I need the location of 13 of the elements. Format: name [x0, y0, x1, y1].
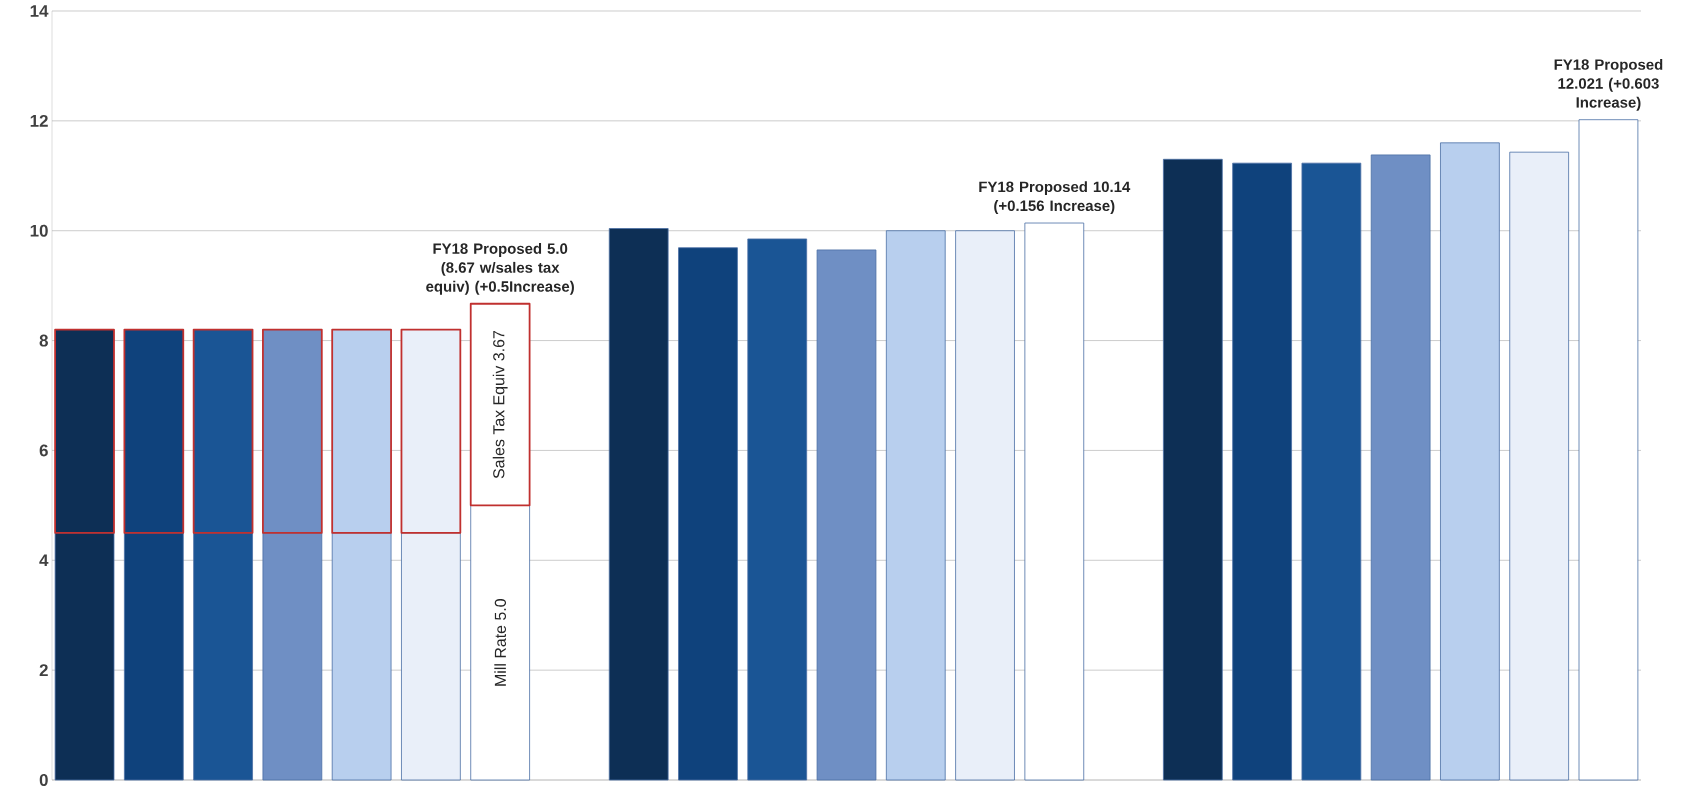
annotation: FY18 Proposed 5.0 (8.67 w/sales tax equiv) (+0.5Increase): [426, 242, 574, 295]
y-tick-label: 8: [39, 334, 48, 347]
y-tick-label: 10: [30, 224, 48, 237]
y-tick-label: 4: [39, 554, 49, 567]
annotation: FY18 Proposed 12.021 (+0.603 Increase): [1554, 58, 1663, 111]
y-tick-label: 2: [39, 664, 48, 677]
y-tick-label: 0: [39, 774, 48, 786]
annotation: FY18 Proposed 10.14 (+0.156 Increase): [979, 181, 1131, 214]
data-label: Mill Rate 5.0: [494, 599, 507, 686]
data-label: Sales Tax Equiv 3.67: [492, 330, 508, 479]
y-tick-label: 14: [30, 5, 49, 17]
y-tick-label: 6: [39, 444, 48, 457]
y-tick-label: 12: [30, 114, 48, 127]
